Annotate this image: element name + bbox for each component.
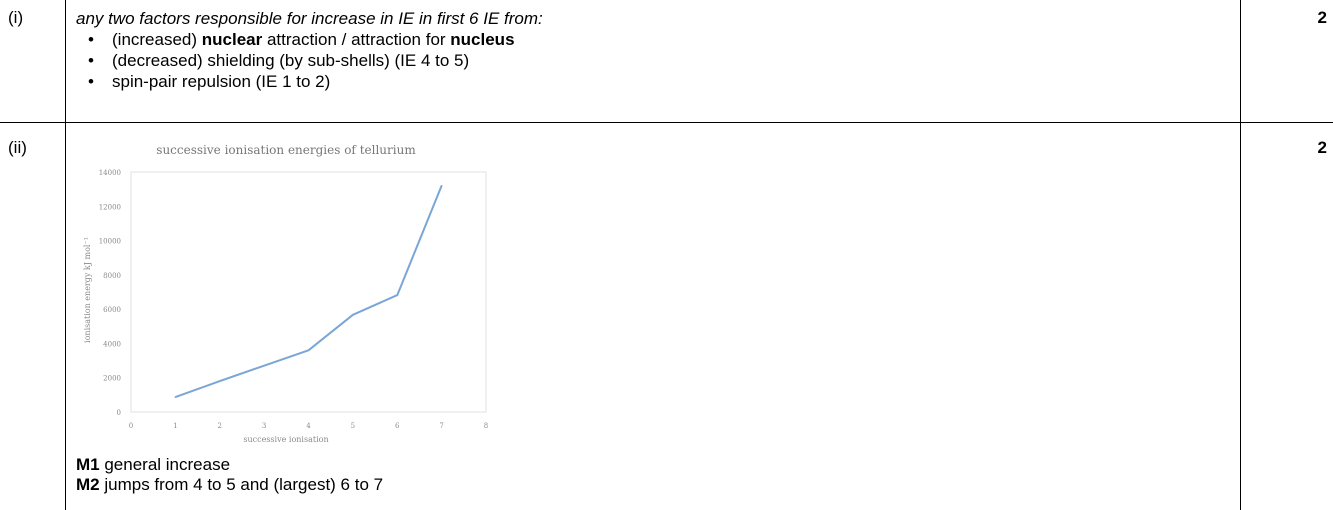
marking-point-m1: M1 general increase xyxy=(76,455,383,475)
factor-text: (decreased) shielding (by sub-shells) (I… xyxy=(112,51,470,70)
x-axis-label: successive ionisation xyxy=(243,435,328,444)
x-tick-label: 0 xyxy=(129,422,133,430)
y-tick-label: 8000 xyxy=(103,272,121,280)
x-tick-label: 5 xyxy=(351,422,355,430)
data-point xyxy=(307,349,310,352)
row-divider xyxy=(0,122,1333,123)
factor-text: (increased) xyxy=(112,30,202,49)
data-point xyxy=(174,396,177,398)
row-i-intro: any two factors responsible for increase… xyxy=(76,9,543,28)
plot-area xyxy=(130,171,487,413)
x-tick-label: 2 xyxy=(218,422,222,430)
x-tick-label: 1 xyxy=(173,422,177,430)
data-point xyxy=(440,184,443,187)
row-ii-marks: 2 xyxy=(1317,138,1327,157)
m1-label: M1 xyxy=(76,455,100,474)
y-tick-label: 14000 xyxy=(99,169,121,177)
data-point xyxy=(218,380,221,382)
factor-item: spin-pair repulsion (IE 1 to 2) xyxy=(76,71,543,92)
y-tick-label: 0 xyxy=(117,409,121,417)
factor-bold: nuclear xyxy=(201,30,263,49)
x-tick-label: 3 xyxy=(262,422,266,430)
y-tick-label: 4000 xyxy=(103,340,121,348)
x-tick-label: 6 xyxy=(395,422,400,430)
row-ii-label: (ii) xyxy=(8,138,27,157)
m2-text: jumps from 4 to 5 and (largest) 6 to 7 xyxy=(99,475,384,494)
column-divider-marks xyxy=(1240,0,1241,510)
row-i-label: (i) xyxy=(8,8,24,27)
column-divider-label xyxy=(65,0,66,510)
x-tick-label: 8 xyxy=(484,422,488,430)
factor-item: (decreased) shielding (by sub-shells) (I… xyxy=(76,50,543,71)
factor-item: (increased) nuclear attraction / attract… xyxy=(76,29,543,50)
m2-label: M2 xyxy=(76,475,100,494)
marking-points: M1 general increase M2 jumps from 4 to 5… xyxy=(76,455,383,495)
data-point xyxy=(263,364,265,367)
x-tick-label: 7 xyxy=(439,422,443,430)
row-i-marks: 2 xyxy=(1317,8,1327,27)
x-tick-label: 4 xyxy=(306,422,311,430)
y-tick-label: 10000 xyxy=(99,238,121,246)
factor-list: (increased) nuclear attraction / attract… xyxy=(76,29,543,92)
data-point xyxy=(352,314,354,316)
m1-text: general increase xyxy=(99,455,231,474)
marking-point-m2: M2 jumps from 4 to 5 and (largest) 6 to … xyxy=(76,475,383,495)
y-tick-label: 12000 xyxy=(99,203,121,211)
factor-bold: nucleus xyxy=(450,30,515,49)
chart-title: successive ionisation energies of tellur… xyxy=(156,143,416,157)
row-i-content: any two factors responsible for increase… xyxy=(76,8,543,92)
factor-text: attraction / attraction for xyxy=(262,30,451,49)
ionisation-chart-svg: successive ionisation energies of tellur… xyxy=(76,130,506,452)
ionisation-chart: successive ionisation energies of tellur… xyxy=(76,130,506,452)
y-axis-label: ionisation energy kJ mol⁻¹ xyxy=(83,237,92,343)
data-point xyxy=(396,294,399,296)
factor-text: spin-pair repulsion (IE 1 to 2) xyxy=(112,72,331,91)
y-tick-label: 2000 xyxy=(103,375,121,383)
y-tick-label: 6000 xyxy=(103,306,121,314)
